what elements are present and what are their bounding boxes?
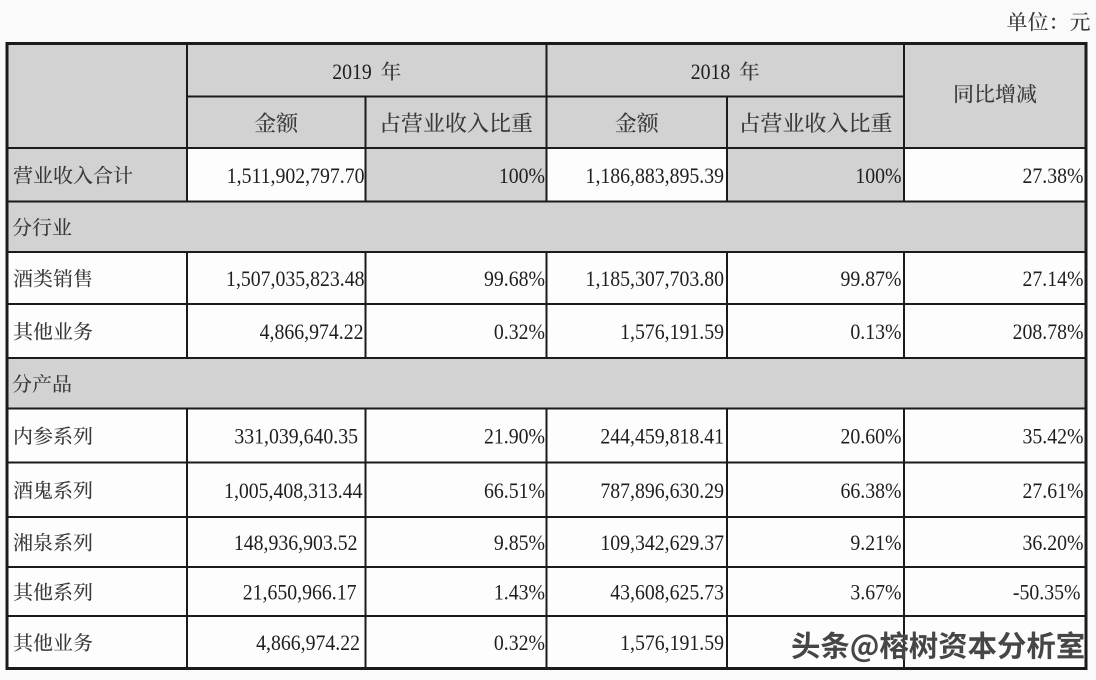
svg-text:1,005,408,313.44: 1,005,408,313.44 [224, 478, 363, 503]
svg-text:99.68%: 99.68% [484, 266, 545, 291]
svg-text:-50.35%: -50.35% [1013, 580, 1081, 605]
svg-text:27.14%: 27.14% [1023, 266, 1084, 291]
svg-text:787,896,630.29: 787,896,630.29 [600, 478, 724, 503]
svg-text:66.51%: 66.51% [484, 478, 545, 503]
svg-text:331,039,640.35: 331,039,640.35 [234, 424, 358, 449]
svg-text:2018: 2018 [691, 59, 731, 84]
svg-text:35.42%: 35.42% [1023, 424, 1084, 449]
svg-text:27.38%: 27.38% [1023, 163, 1084, 188]
svg-text:9.85%: 9.85% [494, 530, 545, 555]
svg-text:0.32%: 0.32% [494, 630, 545, 655]
svg-text:0.13%: 0.13% [850, 319, 901, 344]
svg-text:100%: 100% [855, 163, 901, 188]
svg-text:1,507,035,823.48: 1,507,035,823.48 [226, 266, 364, 291]
svg-text:27.61%: 27.61% [1023, 478, 1084, 503]
svg-text:2019: 2019 [332, 59, 372, 84]
svg-text:1,576,191.59: 1,576,191.59 [620, 630, 724, 655]
svg-text:100%: 100% [499, 163, 545, 188]
svg-text:0.32%: 0.32% [494, 319, 545, 344]
svg-text:66.38%: 66.38% [841, 478, 902, 503]
svg-text:244,459,818.41: 244,459,818.41 [600, 424, 724, 449]
svg-text:148,936,903.52: 148,936,903.52 [234, 530, 358, 555]
svg-text:1,511,902,797.70: 1,511,902,797.70 [227, 163, 365, 188]
svg-text:9.21%: 9.21% [850, 530, 901, 555]
svg-text:1,185,307,703.80: 1,185,307,703.80 [586, 266, 724, 291]
svg-text:1.43%: 1.43% [494, 580, 545, 605]
svg-text:21,650,966.17: 21,650,966.17 [243, 580, 357, 605]
svg-text:20.60%: 20.60% [841, 424, 902, 449]
svg-text:21.90%: 21.90% [484, 424, 545, 449]
svg-text:109,342,629.37: 109,342,629.37 [600, 530, 724, 555]
svg-text:99.87%: 99.87% [841, 266, 902, 291]
svg-text:3.67%: 3.67% [850, 580, 901, 605]
svg-text:4,866,974.22: 4,866,974.22 [256, 630, 360, 655]
svg-text:1,576,191.59: 1,576,191.59 [620, 319, 724, 344]
svg-text:36.20%: 36.20% [1023, 530, 1084, 555]
svg-text:43,608,625.73: 43,608,625.73 [610, 580, 724, 605]
svg-text:4,866,974.22: 4,866,974.22 [260, 319, 364, 344]
svg-text:1,186,883,895.39: 1,186,883,895.39 [586, 163, 724, 188]
svg-text:208.78%: 208.78% [1013, 319, 1084, 344]
